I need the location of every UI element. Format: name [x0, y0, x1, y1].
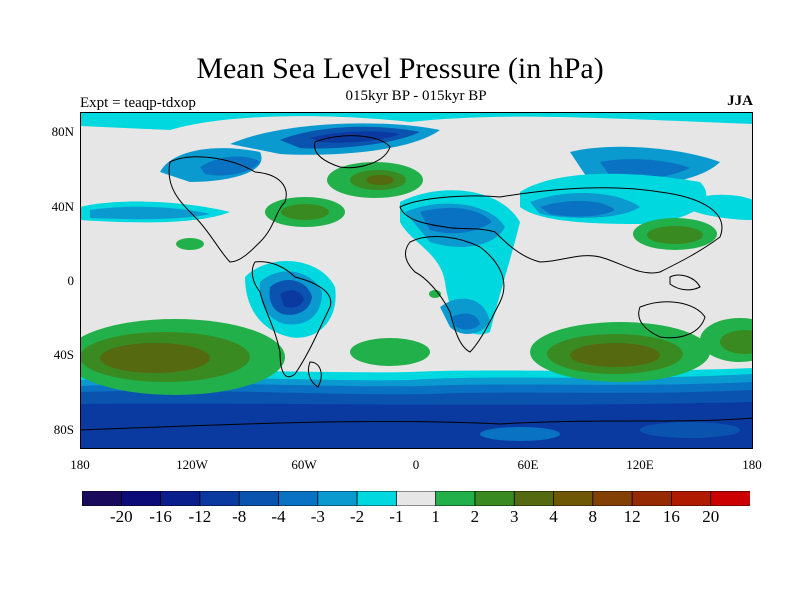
colorbar-swatch [474, 491, 516, 506]
map-svg [80, 112, 753, 449]
colorbar-swatch [120, 491, 162, 506]
plot-title: Mean Sea Level Pressure (in hPa) [196, 52, 604, 85]
colorbar-swatch [592, 491, 634, 506]
lat-tick-label: 80S [53, 422, 74, 437]
colorbar-label: -3 [310, 507, 325, 526]
colorbar-swatch [671, 491, 712, 506]
season-label: JJA [727, 93, 753, 109]
map-panel [80, 112, 753, 449]
colorbar [82, 491, 750, 506]
coastlines [80, 135, 753, 431]
plot-subtitle: 015kyr BP - 015kyr BP [345, 88, 487, 104]
colorbar-label: -8 [232, 507, 247, 526]
colorbar-swatch [317, 491, 358, 506]
colorbar-swatch [513, 491, 555, 506]
experiment-label: Expt = teaqp-tdxop [80, 95, 196, 111]
lat-tick-label: 0 [67, 273, 75, 288]
colorbar-swatch [395, 491, 437, 506]
colorbar-swatch [435, 491, 476, 506]
colorbar-label: 3 [509, 507, 519, 526]
colorbar-swatch [356, 491, 398, 506]
northern-negative-field [80, 173, 753, 335]
colorbar-swatch [553, 491, 594, 506]
colorbar-label: 20 [702, 507, 720, 526]
colorbar-label: 8 [588, 507, 598, 526]
colorbar-label: -2 [350, 507, 365, 526]
positive-pressure-field [80, 162, 753, 395]
colorbar-label: 12 [623, 507, 641, 526]
colorbar-swatch [710, 491, 750, 506]
colorbar-label: 1 [431, 507, 440, 526]
southern-ocean-field [80, 368, 753, 449]
map-frame [80, 112, 753, 449]
colorbar-label: 16 [662, 507, 680, 526]
colorbar-swatch [82, 491, 123, 506]
lat-tick-label: 80N [51, 124, 74, 139]
lon-tick-label: 180 [742, 457, 762, 472]
lon-tick-label: 0 [412, 457, 420, 472]
lon-tick-label: 60E [517, 457, 539, 472]
colorbar-swatch [160, 491, 201, 506]
lon-tick-label: 120W [176, 457, 208, 472]
colorbar-swatch [199, 491, 241, 506]
colorbar-label: -16 [149, 507, 172, 526]
lon-tick-label: 60W [291, 457, 317, 472]
lon-tick-label: 180 [70, 457, 90, 472]
colorbar-swatch [631, 491, 673, 506]
lat-tick-label: 40S [53, 347, 74, 362]
colorbar-label: 2 [470, 507, 480, 526]
colorbar-label: -20 [109, 507, 133, 526]
colorbar-label: -12 [188, 507, 212, 526]
lat-tick-label: 40N [51, 199, 74, 214]
colorbar-swatch [278, 491, 319, 506]
south-america-low [245, 260, 336, 338]
lon-tick-label: 120E [626, 457, 654, 472]
colorbar-label: -4 [271, 507, 286, 526]
colorbar-label: 4 [549, 507, 558, 526]
colorbar-svg [82, 491, 750, 506]
colorbar-swatch [238, 491, 280, 506]
colorbar-label: -1 [389, 507, 404, 526]
